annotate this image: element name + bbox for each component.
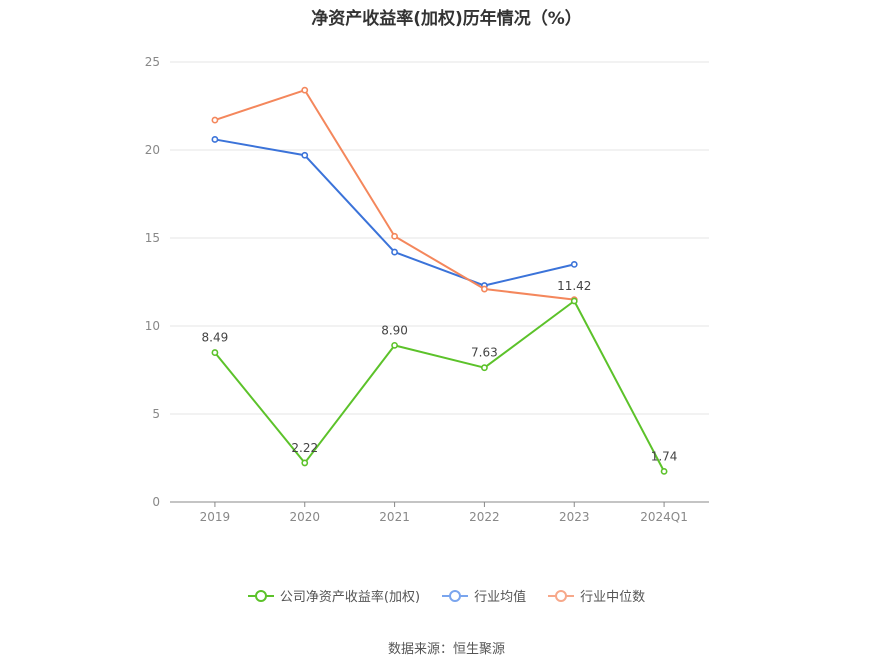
data-point <box>570 260 578 268</box>
series-line <box>214 300 665 472</box>
data-point <box>211 136 219 143</box>
x-tick-label: 2024Q1 <box>640 510 688 524</box>
x-tick-label: 2020 <box>289 510 320 524</box>
series-line <box>214 138 575 287</box>
data-label: 2.22 <box>291 441 318 455</box>
data-point <box>301 86 309 94</box>
data-point <box>481 285 488 293</box>
data-point <box>391 248 398 256</box>
y-tick-label: 5 <box>152 407 160 421</box>
legend-item-industry-mean[interactable]: 行业均值 <box>442 586 526 605</box>
data-point <box>391 341 398 349</box>
legend-item-industry-median[interactable]: 行业中位数 <box>548 586 645 605</box>
data-point <box>211 116 219 124</box>
series-line <box>214 89 575 301</box>
y-tick-label: 15 <box>145 231 160 245</box>
data-label: 8.90 <box>381 323 408 337</box>
data-label: 7.63 <box>471 346 498 360</box>
data-point <box>391 232 398 240</box>
legend-line-marker-icon <box>442 589 469 602</box>
y-tick-label: 25 <box>145 55 160 69</box>
data-label: 1.74 <box>651 449 678 463</box>
data-source-note: 数据来源：恒生聚源 <box>387 642 505 657</box>
legend-item-company-roe[interactable]: 公司净资产收益率(加权) <box>247 586 421 605</box>
legend-dot <box>254 589 267 602</box>
y-tick-label: 0 <box>152 495 160 509</box>
legend-label: 行业中位数 <box>580 590 646 605</box>
data-point <box>481 364 488 372</box>
chart-legend: 公司净资产收益率(加权) 行业均值 行业中位数 <box>0 586 893 605</box>
data-label: 8.49 <box>202 331 229 345</box>
data-point <box>211 349 219 356</box>
legend-line-marker-icon <box>247 589 274 602</box>
data-point <box>660 467 668 475</box>
x-tick-label: 2022 <box>469 510 500 524</box>
y-tick-label: 10 <box>145 319 160 333</box>
legend-dot <box>449 589 462 602</box>
x-tick-label: 2019 <box>200 510 231 524</box>
data-point <box>301 151 309 159</box>
data-point <box>301 459 309 467</box>
data-point <box>570 297 578 305</box>
x-tick-label: 2023 <box>559 510 590 524</box>
data-label: 11.42 <box>557 279 591 293</box>
legend-line-marker-icon <box>548 589 575 602</box>
legend-dot <box>555 589 568 602</box>
legend-label: 行业均值 <box>474 590 527 605</box>
y-tick-label: 20 <box>145 143 160 157</box>
chart-title: 净资产收益率(加权)历年情况（%） <box>311 9 582 29</box>
legend-label: 公司净资产收益率(加权) <box>279 590 421 605</box>
x-tick-label: 2021 <box>379 510 410 524</box>
